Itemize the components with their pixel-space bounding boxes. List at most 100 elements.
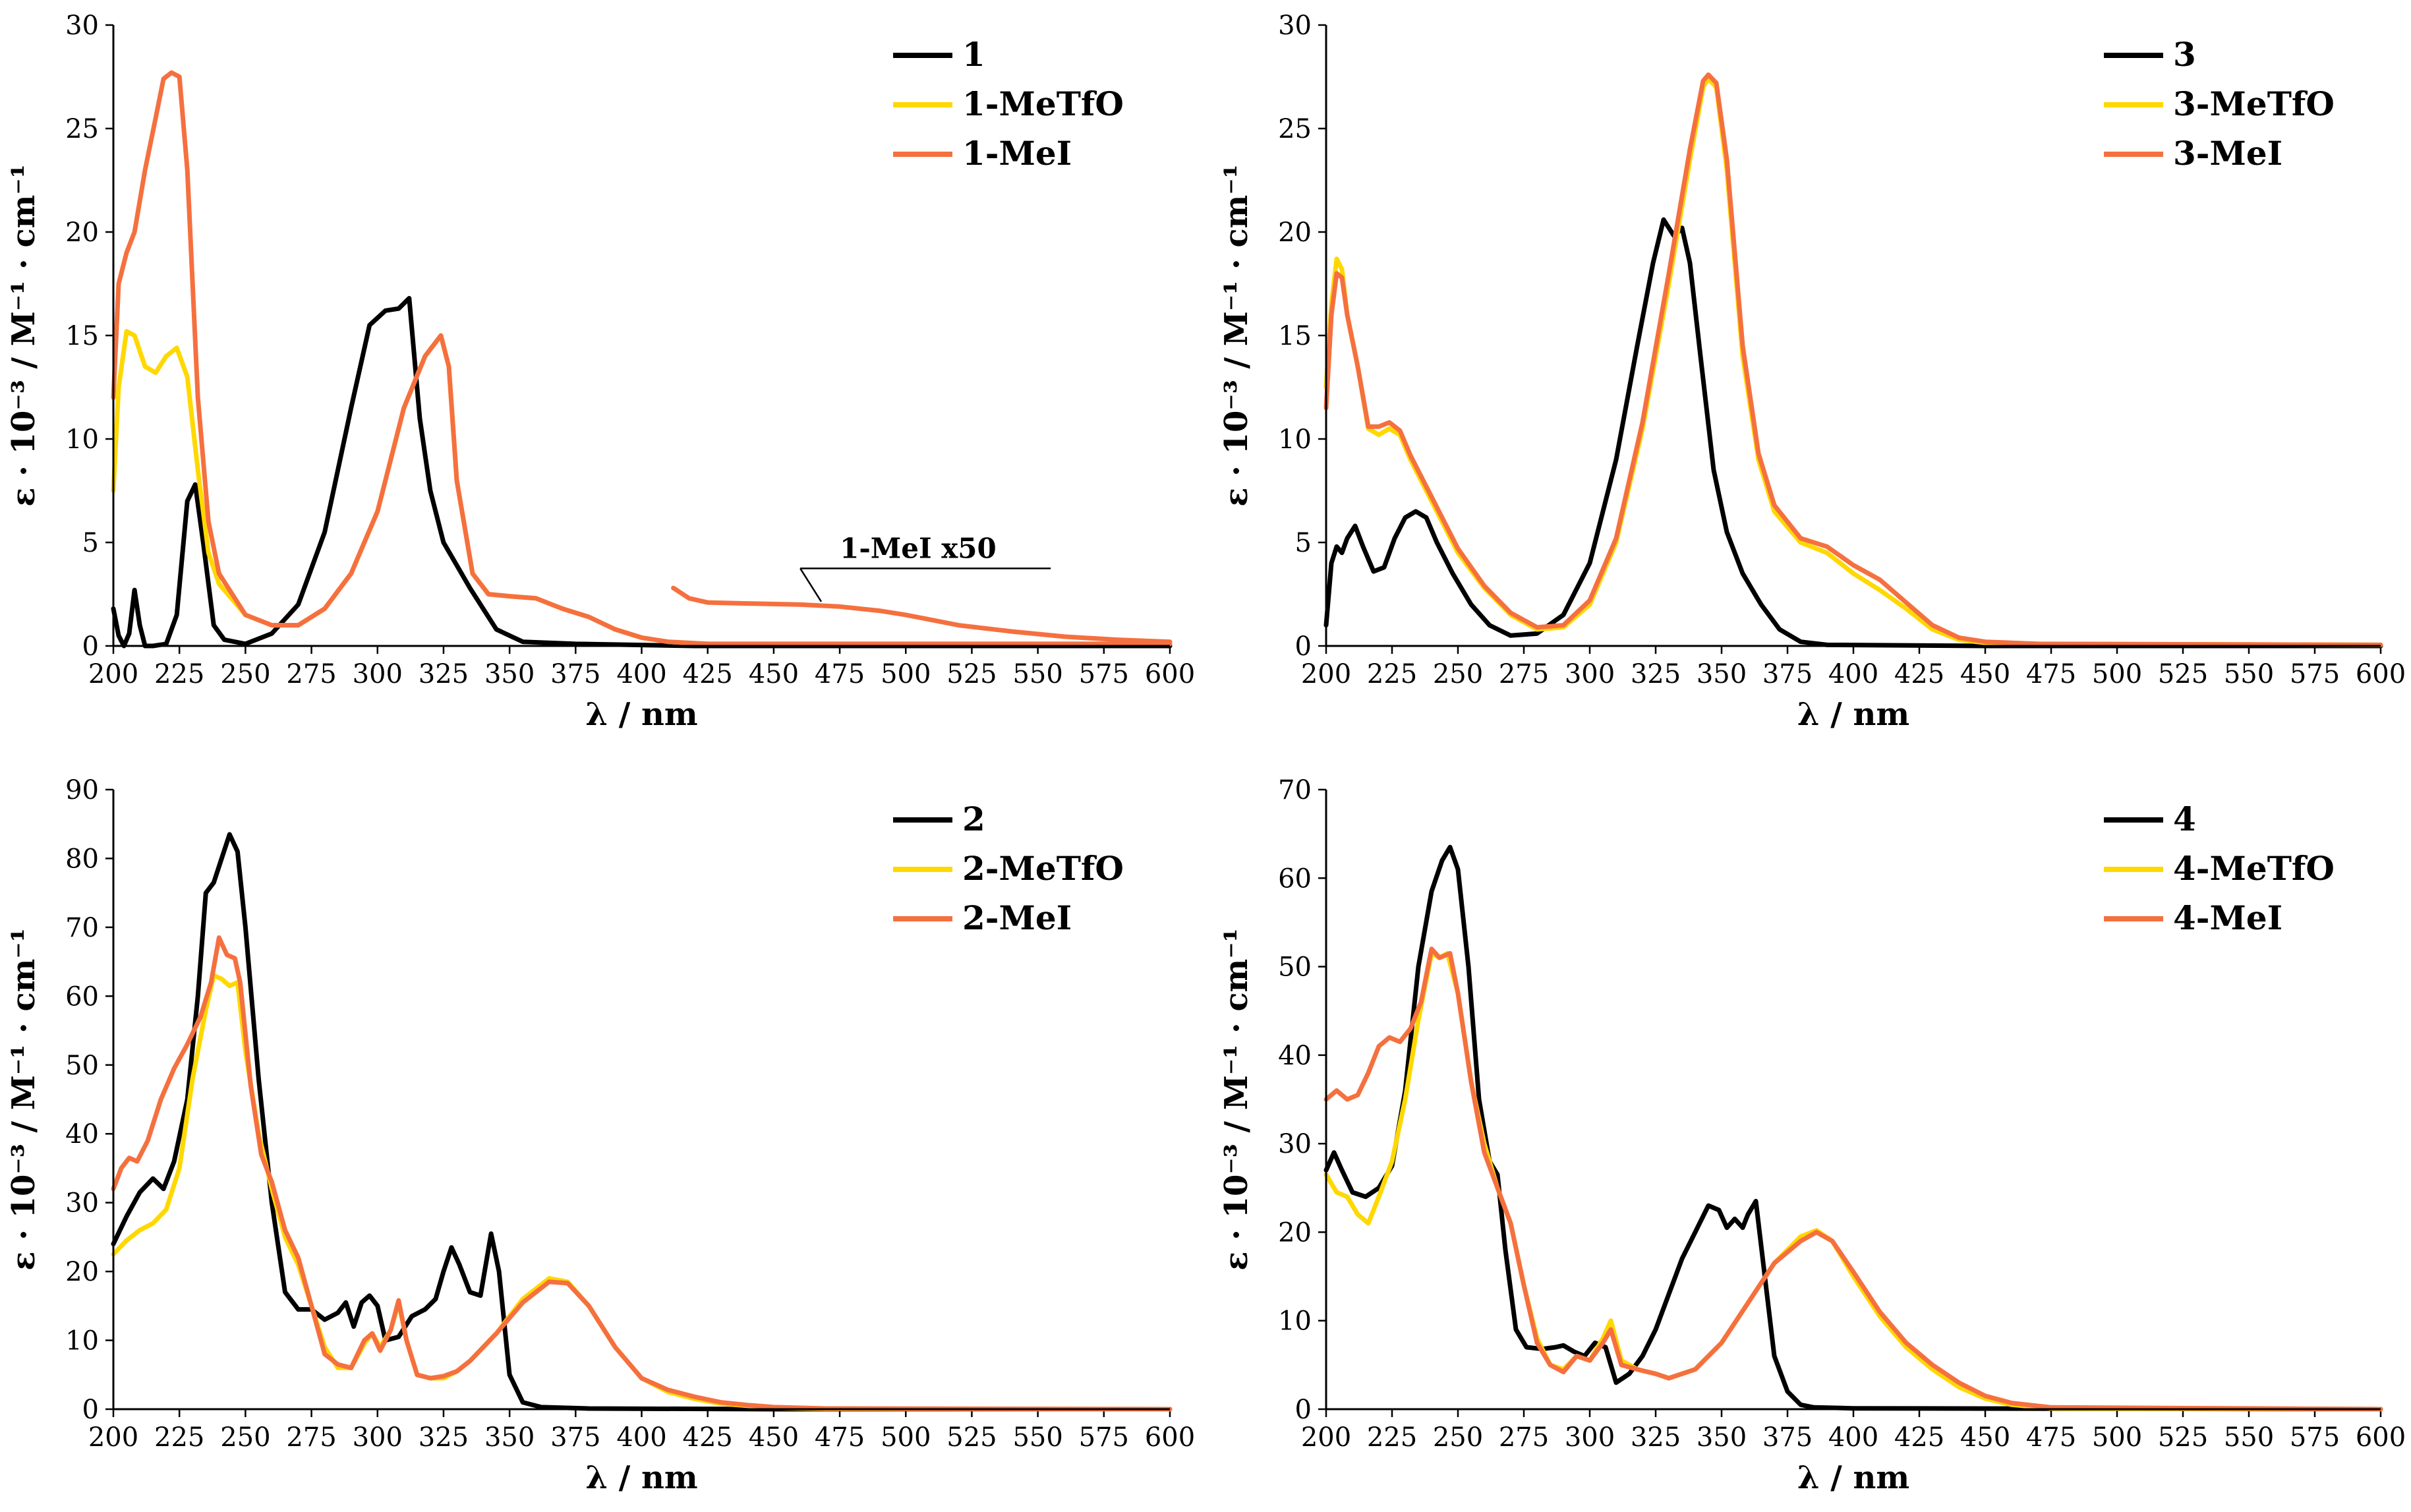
series-line-4-mei (1323, 946, 2383, 1412)
legend-label: 1 (962, 35, 985, 74)
x-tick-label: 500 (881, 1422, 931, 1453)
y-axis-title: ε · 10⁻³ / M⁻¹ · cm⁻¹ (1218, 928, 1255, 1270)
axis-ticks: 200 225 250 275 300 325 350 375 400 425 450 475 500 5… (1278, 775, 2406, 1453)
x-tick-label: 325 (1631, 1422, 1681, 1453)
y-tick-label: 10 (1278, 1306, 1312, 1337)
x-tick-label: 600 (2356, 1422, 2406, 1453)
x-tick-label: 300 (353, 1422, 403, 1453)
x-tick-label: 400 (616, 1422, 666, 1453)
y-tick-label: 20 (65, 1257, 99, 1287)
x-tick-label: 250 (1433, 659, 1483, 689)
x-tick-label: 275 (1499, 1422, 1549, 1453)
y-tick-label: 30 (1278, 11, 1312, 41)
x-tick-label: 550 (1012, 1422, 1062, 1453)
x-tick-label: 200 (1301, 659, 1351, 689)
x-tick-label: 225 (1367, 659, 1417, 689)
x-tick-label: 525 (946, 1422, 997, 1453)
x-tick-label: 275 (286, 659, 336, 689)
y-tick-label: 20 (1278, 1217, 1312, 1248)
y-tick-label: 60 (65, 981, 99, 1012)
y-tick-label: 5 (82, 528, 99, 558)
x-tick-label: 225 (1367, 1422, 1417, 1453)
y-tick-label: 30 (1278, 1129, 1312, 1159)
x-tick-label: 575 (1079, 659, 1129, 689)
x-tick-label: 600 (1145, 1422, 1195, 1453)
series-line-4-metfo (1323, 950, 2383, 1412)
x-tick-label: 425 (1894, 659, 1944, 689)
annotation-layer: 1-MeI x50 (799, 532, 1051, 602)
chart-panel-4: 200 225 250 275 300 325 350 375 400 425 450 475 500 5… (1218, 775, 2406, 1496)
x-tick-label: 575 (1079, 1422, 1129, 1453)
x-tick-label: 450 (749, 1422, 799, 1453)
x-tick-label: 450 (1960, 659, 2010, 689)
x-tick-label: 450 (1960, 1422, 2010, 1453)
x-tick-label: 475 (2026, 1422, 2076, 1453)
x-tick-label: 600 (2356, 659, 2406, 689)
legend-label: 3-MeI (2173, 134, 2282, 173)
y-tick-label: 5 (1295, 528, 1312, 558)
y-tick-label: 10 (65, 1326, 99, 1356)
series-line-3-mei (1323, 72, 2383, 647)
axis-ticks: 200 225 250 275 300 325 350 375 400 425 450 475 500 5… (65, 11, 1195, 689)
legend-label: 1-MeTfO (962, 84, 1124, 123)
annotation-label: 1-MeI x50 (840, 532, 997, 564)
x-tick-label: 325 (419, 659, 469, 689)
chart-panel-3: 200 225 250 275 300 325 350 375 400 425 450 475 500 5… (1218, 11, 2406, 733)
y-tick-label: 30 (65, 1188, 99, 1219)
x-tick-label: 225 (154, 1422, 204, 1453)
series-line-4 (1323, 844, 2383, 1412)
y-tick-label: 0 (1295, 1395, 1312, 1425)
axis-ticks: 200 225 250 275 300 325 350 375 400 425 450 475 500 5… (1278, 11, 2406, 689)
x-tick-label: 550 (1012, 659, 1062, 689)
y-tick-label: 40 (65, 1119, 99, 1149)
x-tick-label: 475 (2026, 659, 2076, 689)
series-layer (111, 70, 1173, 649)
x-tick-label: 350 (484, 659, 535, 689)
y-tick-label: 10 (65, 424, 99, 455)
x-tick-label: 200 (88, 1422, 138, 1453)
legend-label: 2-MeI (962, 898, 1072, 937)
y-axis-title: ε · 10⁻³ / M⁻¹ · cm⁻¹ (1218, 164, 1255, 506)
x-tick-label: 275 (286, 1422, 336, 1453)
x-axis-title: λ / nm (1797, 696, 1909, 733)
series-layer (1323, 844, 2383, 1412)
x-tick-label: 350 (1697, 1422, 1747, 1453)
chart-panel-1: 200 225 250 275 300 325 350 375 400 425 450 475 500 5… (5, 11, 1195, 733)
y-tick-label: 10 (1278, 424, 1312, 455)
y-tick-label: 50 (1278, 952, 1312, 983)
series-line-1 (111, 296, 1173, 649)
x-tick-label: 525 (2158, 659, 2208, 689)
x-tick-label: 475 (815, 1422, 865, 1453)
x-tick-label: 300 (1565, 659, 1615, 689)
x-tick-label: 375 (1762, 659, 1813, 689)
axis-ticks: 200 225 250 275 300 325 350 375 400 425 450 475 500 5… (65, 775, 1195, 1453)
y-tick-label: 90 (65, 775, 99, 805)
legend-label: 3-MeTfO (2173, 84, 2335, 123)
x-tick-label: 475 (815, 659, 865, 689)
chart-panel-2: 200 225 250 275 300 325 350 375 400 425 450 475 500 5… (5, 775, 1195, 1496)
y-tick-label: 15 (1278, 321, 1312, 351)
x-tick-label: 500 (881, 659, 931, 689)
series-line-1-mei (111, 70, 1173, 647)
x-tick-label: 550 (2224, 1422, 2274, 1453)
legend-label: 2 (962, 800, 985, 838)
x-tick-label: 375 (1762, 1422, 1813, 1453)
y-tick-label: 0 (82, 1395, 99, 1425)
legend: 2 2-MeTfO 2-MeI (893, 800, 1124, 937)
x-tick-label: 250 (220, 1422, 270, 1453)
legend: 3 3-MeTfO 3-MeI (2104, 35, 2335, 173)
x-tick-label: 575 (2290, 1422, 2340, 1453)
x-axis-title: λ / nm (1797, 1459, 1909, 1496)
x-tick-label: 575 (2290, 659, 2340, 689)
y-tick-label: 40 (1278, 1041, 1312, 1071)
legend: 4 4-MeTfO 4-MeI (2104, 800, 2335, 937)
legend-label: 3 (2173, 35, 2196, 74)
x-tick-label: 300 (353, 659, 403, 689)
x-tick-label: 450 (749, 659, 799, 689)
x-tick-label: 200 (88, 659, 138, 689)
x-tick-label: 400 (1828, 1422, 1878, 1453)
x-tick-label: 375 (550, 659, 600, 689)
x-tick-label: 500 (2092, 659, 2142, 689)
y-axis-title: ε · 10⁻³ / M⁻¹ · cm⁻¹ (5, 928, 42, 1270)
x-tick-label: 250 (220, 659, 270, 689)
